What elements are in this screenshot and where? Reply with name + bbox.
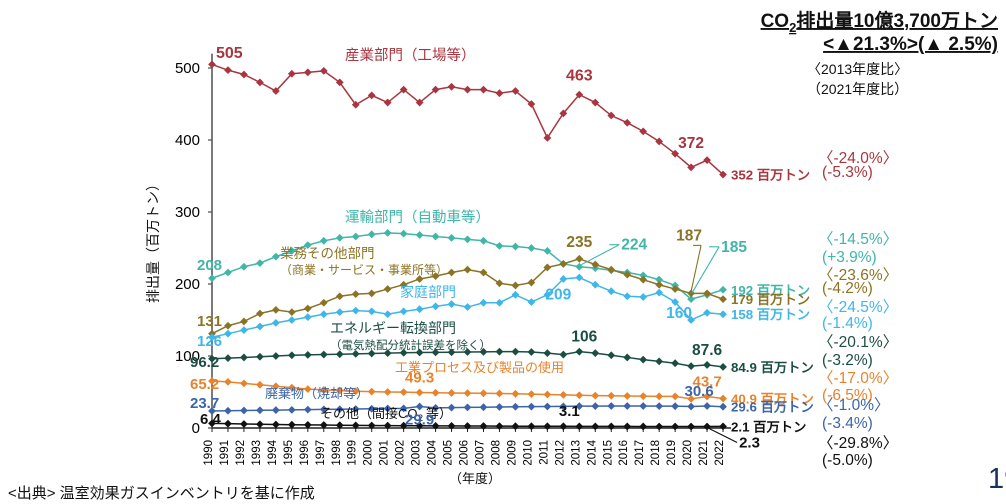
svg-text:1994: 1994	[267, 439, 279, 465]
svg-text:2004: 2004	[427, 439, 439, 465]
svg-text:〈-17.0%〉: 〈-17.0%〉	[818, 370, 898, 387]
svg-text:（2021年度比）: （2021年度比）	[807, 81, 908, 97]
svg-text:(+3.9%): (+3.9%)	[822, 249, 877, 266]
svg-text:2018: 2018	[650, 440, 662, 466]
svg-text:2008: 2008	[490, 440, 502, 466]
svg-text:2003: 2003	[411, 440, 423, 466]
svg-text:352 百万トン: 352 百万トン	[731, 168, 810, 183]
svg-text:96.2: 96.2	[190, 354, 219, 371]
svg-text:2009: 2009	[506, 440, 518, 466]
svg-text:2011: 2011	[538, 440, 550, 465]
svg-text:179 百万トン: 179 百万トン	[731, 292, 810, 307]
svg-text:1996: 1996	[299, 440, 311, 466]
svg-text:49.3: 49.3	[405, 370, 434, 387]
svg-text:3.1: 3.1	[559, 403, 580, 420]
svg-text:187: 187	[676, 227, 702, 244]
svg-text:1993: 1993	[251, 440, 263, 466]
svg-text:(-3.4%): (-3.4%)	[822, 415, 873, 432]
svg-text:〈-29.8%〉: 〈-29.8%〉	[818, 435, 898, 452]
svg-text:その他（間接CO: その他（間接CO	[320, 406, 418, 421]
svg-text:0: 0	[192, 420, 200, 437]
svg-text:200: 200	[175, 276, 200, 293]
svg-text:1999: 1999	[347, 440, 359, 466]
svg-text:業務その他部門: 業務その他部門	[280, 246, 375, 261]
svg-text:19: 19	[988, 463, 1006, 495]
svg-text:2021: 2021	[698, 440, 710, 466]
svg-text:<出典> 温室効果ガスインベントリを基に作成: <出典> 温室効果ガスインベントリを基に作成	[8, 485, 315, 502]
svg-text:(-4.2%): (-4.2%)	[822, 280, 873, 297]
svg-text:運輸部門（自動車等）: 運輸部門（自動車等）	[345, 208, 490, 226]
svg-text:1991: 1991	[219, 440, 231, 466]
svg-text:（年度）: （年度）	[449, 471, 501, 486]
svg-text:126: 126	[197, 333, 222, 350]
svg-text:(-1.4%): (-1.4%)	[822, 315, 873, 332]
svg-text:〈-1.0%〉: 〈-1.0%〉	[818, 397, 890, 414]
svg-text:<▲21.3%>(▲ 2.5%): <▲21.3%>(▲ 2.5%)	[823, 34, 998, 55]
svg-text:84.9 百万トン: 84.9 百万トン	[731, 360, 814, 375]
svg-text:2013: 2013	[570, 440, 582, 466]
svg-text:106: 106	[571, 329, 597, 346]
svg-text:エネルギー転換部門: エネルギー転換部門	[330, 320, 456, 336]
svg-text:224: 224	[621, 237, 647, 254]
svg-text:1995: 1995	[283, 440, 295, 466]
svg-text:〈2013年度比〉: 〈2013年度比〉	[807, 61, 908, 77]
svg-text:2007: 2007	[474, 440, 486, 466]
svg-text:30.6: 30.6	[684, 383, 713, 400]
svg-text:CO2排出量10億3,700万トン: CO2排出量10億3,700万トン	[761, 9, 998, 35]
svg-text:2.3: 2.3	[739, 435, 760, 452]
svg-text:2012: 2012	[554, 440, 566, 466]
svg-text:1997: 1997	[315, 440, 327, 466]
svg-text:(-5.3%): (-5.3%)	[822, 164, 873, 181]
svg-text:208: 208	[197, 257, 222, 274]
svg-text:87.6: 87.6	[692, 342, 723, 359]
svg-text:2001: 2001	[379, 440, 391, 466]
svg-text:(-3.2%): (-3.2%)	[822, 352, 873, 369]
svg-text:300: 300	[175, 204, 200, 221]
svg-text:372: 372	[678, 135, 704, 152]
svg-text:160: 160	[666, 305, 692, 322]
svg-text:2010: 2010	[522, 440, 534, 466]
svg-text:235: 235	[566, 234, 592, 251]
svg-text:158 百万トン: 158 百万トン	[731, 307, 810, 322]
svg-text:産業部門（工場等）: 産業部門（工場等）	[345, 46, 476, 64]
svg-text:500: 500	[175, 60, 200, 77]
svg-text:廃棄物（焼却等）: 廃棄物（焼却等）	[265, 386, 369, 401]
svg-text:〈-24.5%〉: 〈-24.5%〉	[818, 299, 898, 316]
svg-text:505: 505	[216, 45, 243, 62]
svg-text:2.1 百万トン: 2.1 百万トン	[731, 420, 806, 435]
svg-text:23.7: 23.7	[190, 395, 219, 412]
svg-text:1998: 1998	[331, 440, 343, 466]
svg-text:〈-20.1%〉: 〈-20.1%〉	[818, 334, 898, 351]
svg-text:209: 209	[545, 287, 571, 304]
svg-text:2017: 2017	[634, 440, 646, 466]
svg-text:(-5.0%): (-5.0%)	[822, 452, 873, 469]
svg-text:2005: 2005	[443, 440, 455, 466]
svg-text:131: 131	[197, 313, 222, 330]
svg-text:2015: 2015	[602, 440, 614, 466]
svg-text:29.9: 29.9	[405, 412, 434, 429]
svg-text:（電気熱配分統計誤差を除く）: （電気熱配分統計誤差を除く）	[330, 338, 491, 352]
svg-text:2019: 2019	[666, 440, 678, 466]
svg-text:家庭部門: 家庭部門	[400, 284, 456, 300]
svg-text:2022: 2022	[714, 440, 726, 466]
svg-text:排出量（百万トン）: 排出量（百万トン）	[145, 177, 161, 303]
svg-text:2002: 2002	[395, 440, 407, 466]
svg-text:29.6 百万トン: 29.6 百万トン	[731, 400, 814, 415]
svg-text:2000: 2000	[363, 440, 375, 466]
svg-text:463: 463	[566, 68, 593, 85]
svg-text:2020: 2020	[682, 440, 694, 466]
svg-text:1992: 1992	[235, 440, 247, 466]
svg-text:6.4: 6.4	[200, 411, 222, 428]
svg-text:1990: 1990	[203, 440, 215, 466]
svg-text:185: 185	[721, 239, 747, 256]
svg-text:2016: 2016	[618, 440, 630, 466]
svg-text:65.2: 65.2	[190, 376, 219, 393]
svg-text:2006: 2006	[459, 440, 471, 466]
svg-text:〈-14.5%〉: 〈-14.5%〉	[818, 231, 898, 248]
svg-text:400: 400	[175, 132, 200, 149]
svg-text:2014: 2014	[586, 439, 598, 465]
svg-text:（商業・サービス・事業所等）: （商業・サービス・事業所等）	[280, 262, 448, 277]
